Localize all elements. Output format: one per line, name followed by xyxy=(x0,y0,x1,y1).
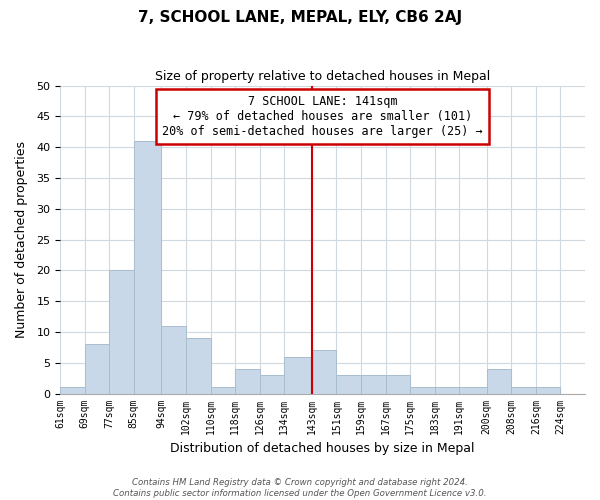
Bar xyxy=(337,375,361,394)
Bar xyxy=(235,369,260,394)
Bar xyxy=(536,388,560,394)
Bar xyxy=(211,388,235,394)
Y-axis label: Number of detached properties: Number of detached properties xyxy=(15,141,28,338)
Bar xyxy=(161,326,186,394)
Bar xyxy=(511,388,536,394)
Bar xyxy=(361,375,386,394)
X-axis label: Distribution of detached houses by size in Mepal: Distribution of detached houses by size … xyxy=(170,442,475,455)
Bar xyxy=(284,356,312,394)
Bar xyxy=(85,344,109,394)
Text: 7 SCHOOL LANE: 141sqm
← 79% of detached houses are smaller (101)
20% of semi-det: 7 SCHOOL LANE: 141sqm ← 79% of detached … xyxy=(162,95,483,138)
Text: 7, SCHOOL LANE, MEPAL, ELY, CB6 2AJ: 7, SCHOOL LANE, MEPAL, ELY, CB6 2AJ xyxy=(138,10,462,25)
Bar xyxy=(410,388,434,394)
Bar xyxy=(434,388,459,394)
Bar xyxy=(386,375,410,394)
Bar xyxy=(60,388,85,394)
Bar xyxy=(312,350,337,394)
Text: Contains HM Land Registry data © Crown copyright and database right 2024.
Contai: Contains HM Land Registry data © Crown c… xyxy=(113,478,487,498)
Bar xyxy=(109,270,134,394)
Bar xyxy=(134,141,161,394)
Bar xyxy=(260,375,284,394)
Title: Size of property relative to detached houses in Mepal: Size of property relative to detached ho… xyxy=(155,70,490,83)
Bar xyxy=(459,388,487,394)
Bar xyxy=(487,369,511,394)
Bar xyxy=(186,338,211,394)
